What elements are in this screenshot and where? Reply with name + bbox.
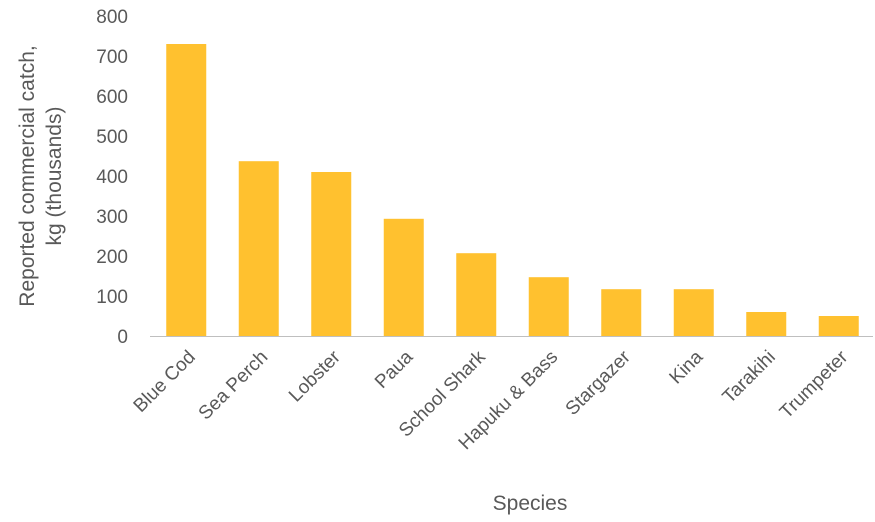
y-axis-ticks: 0 100 200 300 400 500 600 700 800 <box>96 7 128 348</box>
y-tick-label: 0 <box>117 327 128 348</box>
y-axis-title-line: kg (thousands) <box>43 107 66 246</box>
y-tick-label: 800 <box>96 7 128 28</box>
bar <box>311 172 352 336</box>
bar <box>746 312 787 336</box>
y-tick-label: 500 <box>96 127 128 148</box>
bar <box>383 218 424 336</box>
x-tick-label: Sea Perch <box>195 347 273 425</box>
x-tick-label: Blue Cod <box>130 347 200 417</box>
bar <box>238 161 279 336</box>
bars <box>166 44 859 336</box>
bar <box>818 316 859 336</box>
y-tick-label: 300 <box>96 207 128 228</box>
y-tick-label: 700 <box>96 47 128 68</box>
bar <box>456 253 497 336</box>
x-axis-title: Species <box>493 492 568 515</box>
x-tick-label: Kina <box>666 346 708 388</box>
y-tick-label: 100 <box>96 287 128 308</box>
y-axis-title-line: Reported commercial catch, <box>16 45 39 306</box>
bar <box>528 277 569 336</box>
y-tick-label: 600 <box>96 87 128 108</box>
x-tick-label: Paua <box>371 346 418 393</box>
bar <box>166 44 207 336</box>
x-tick-label: Lobster <box>285 346 345 406</box>
bar <box>601 289 642 336</box>
bar <box>673 289 714 336</box>
y-axis-title: Reported commercial catch, kg (thousands) <box>16 45 66 306</box>
y-tick-label: 400 <box>96 167 128 188</box>
x-tick-label: Trumpeter <box>776 346 853 423</box>
x-tick-label: Stargazer <box>562 346 636 420</box>
x-tick-label: Tarakihi <box>719 347 780 408</box>
y-tick-label: 200 <box>96 247 128 268</box>
